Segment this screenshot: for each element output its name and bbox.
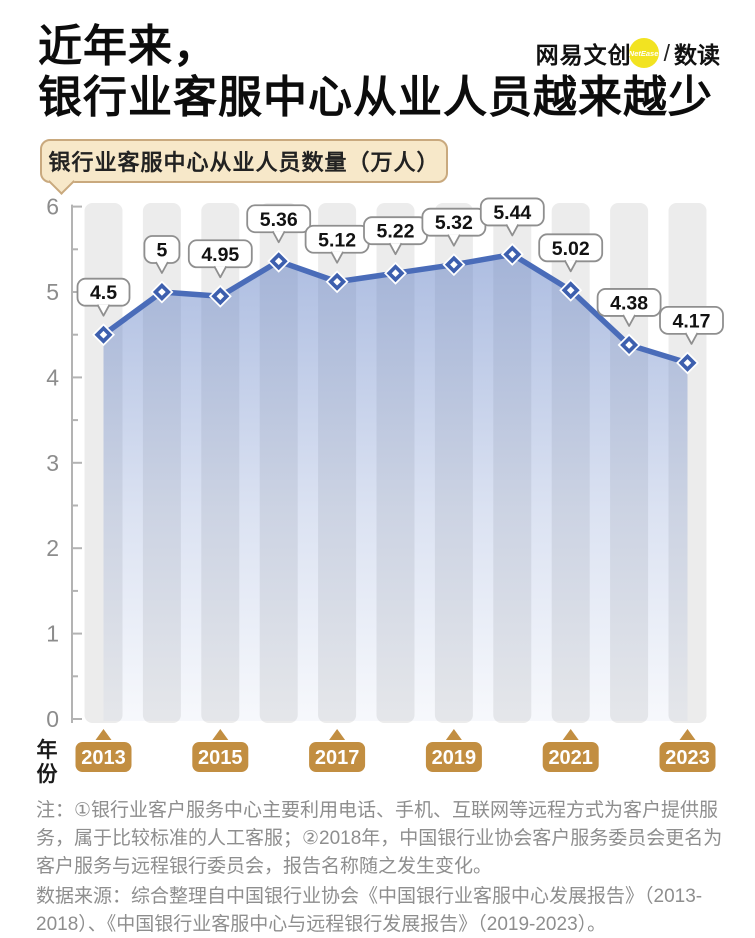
callout-value-label: 4.95: [201, 244, 239, 266]
marker-center: [625, 341, 633, 349]
value-callout: 5.12: [304, 224, 370, 264]
value-callout: 5.44: [479, 197, 545, 237]
year-pill: [192, 742, 249, 772]
callout-value-label: 5.32: [435, 212, 473, 234]
year-tick-arrow-icon: [212, 729, 229, 740]
page-title-line1: 近年来，: [38, 22, 218, 71]
data-point-marker: [500, 242, 524, 266]
callout-tail: [563, 259, 578, 273]
data-point-marker: [559, 278, 583, 302]
y-axis-tick-label: 5: [46, 279, 59, 305]
year-pill-label: 2023: [665, 747, 710, 769]
year-pill: [75, 742, 132, 772]
page-title: 近年来， 银行业客服中心从业人员越来越少: [38, 22, 713, 123]
year-pill: [542, 742, 599, 772]
marker-center: [508, 250, 517, 259]
callout-value-label: 4.17: [673, 310, 711, 332]
y-axis-tick-label: 4: [46, 364, 59, 390]
callout-value-label: 5.44: [493, 202, 531, 224]
value-callout: 5.32: [421, 207, 487, 247]
y-axis-tick-label: 2: [46, 535, 59, 561]
marker-center: [450, 260, 458, 269]
marker-center: [333, 277, 341, 286]
footnote-source: 数据来源：综合整理自中国银行业协会《中国银行业客服中心发展报告》（2013-20…: [36, 886, 703, 935]
callout-tail: [388, 242, 403, 256]
marker-center: [274, 257, 283, 266]
y-axis-tick-label: 0: [46, 706, 59, 732]
callout-tail: [96, 304, 111, 317]
data-point-marker: [92, 323, 115, 347]
page-title-line2: 银行业客服中心从业人员越来越少: [38, 72, 713, 122]
employees-trend-chart: 0 1 2 3 4 5 6 4.5 5 4.95 5.36 5.12 5.22 5.32 5.44 5.02 4…: [37, 194, 724, 786]
x-axis-unit-label: 年份: [37, 738, 59, 786]
callout-tail: [505, 223, 520, 237]
marker-center: [158, 288, 166, 296]
marker-center: [566, 286, 575, 295]
year-pill-label: 2021: [548, 747, 593, 769]
callout-value-label: 5.12: [318, 229, 356, 251]
callout-tail: [271, 230, 286, 244]
callout-tail: [155, 261, 169, 274]
value-callout: 5.36: [246, 204, 312, 244]
value-callout: 5: [143, 235, 181, 274]
value-callout: 5.02: [538, 233, 604, 273]
year-pill-label: 2019: [432, 747, 477, 769]
logo-product-text: 数读: [674, 42, 720, 68]
callout-value-label: 5.36: [260, 209, 298, 231]
year-tick-arrow-icon: [95, 729, 112, 740]
data-point-marker: [676, 351, 699, 375]
year-pill-label: 2013: [81, 747, 126, 769]
x-axis-unit-line1: 年: [37, 738, 58, 762]
callout-tail: [622, 314, 636, 327]
data-point-marker: [208, 284, 232, 308]
marker-center: [683, 359, 692, 367]
marker-center: [216, 292, 225, 301]
data-point-marker: [442, 253, 466, 277]
logo-divider: /: [663, 39, 670, 66]
y-axis-tick-label: 6: [46, 194, 59, 220]
marker-center: [99, 330, 108, 339]
year-pill: [309, 742, 366, 772]
data-point-marker: [325, 270, 349, 294]
callout-tail: [447, 234, 461, 247]
area-fill: [103, 254, 688, 721]
footnote-note: 注：①银行业客户服务中心主要利用电话、手机、互联网等远程方式为客户提供服务，属于…: [36, 800, 723, 877]
callout-tail: [684, 332, 699, 345]
year-tick-arrow-icon: [445, 729, 462, 740]
data-point-marker: [384, 261, 407, 285]
x-axis-unit-line2: 份: [37, 762, 59, 786]
year-pill: [425, 742, 482, 772]
callout-value-label: 5.22: [377, 221, 415, 243]
data-point-marker: [267, 249, 291, 273]
year-pill: [659, 742, 716, 772]
value-callout: 4.38: [596, 288, 662, 327]
marker-center: [391, 269, 400, 278]
callout-value-label: 5.02: [552, 238, 590, 260]
callout-value-label: 4.5: [90, 282, 117, 304]
callout-value-label: 5: [156, 240, 167, 262]
year-pill-label: 2017: [315, 747, 360, 769]
callout-value-label: 4.38: [610, 292, 648, 314]
callout-tail: [213, 265, 228, 279]
netease-logo: 网易文创 NetEase / 数读: [536, 36, 720, 70]
y-axis-tick-label: 1: [46, 621, 59, 647]
y-axis-tick-label: 3: [46, 450, 59, 476]
data-point-marker: [150, 280, 174, 304]
logo-brand-text: 网易文创: [535, 42, 632, 68]
year-tick-arrow-icon: [562, 729, 579, 740]
chart-title-badge: 银行业客服中心从业人员数量（万人）: [40, 139, 448, 183]
year-pill-label: 2015: [198, 747, 243, 769]
value-callout: 4.95: [187, 239, 253, 279]
data-point-marker: [617, 333, 641, 357]
footnotes: 注：①银行业客户服务中心主要利用电话、手机、互联网等远程方式为客户提供服务，属于…: [36, 797, 728, 938]
value-callout: 5.22: [363, 216, 428, 256]
callout-tail: [330, 251, 344, 264]
netease-circle-icon: NetEase: [628, 38, 659, 68]
year-tick-arrow-icon: [329, 729, 346, 740]
value-callout: 4.17: [659, 305, 724, 345]
value-callout: 4.5: [76, 277, 131, 317]
year-tick-arrow-icon: [679, 729, 696, 740]
